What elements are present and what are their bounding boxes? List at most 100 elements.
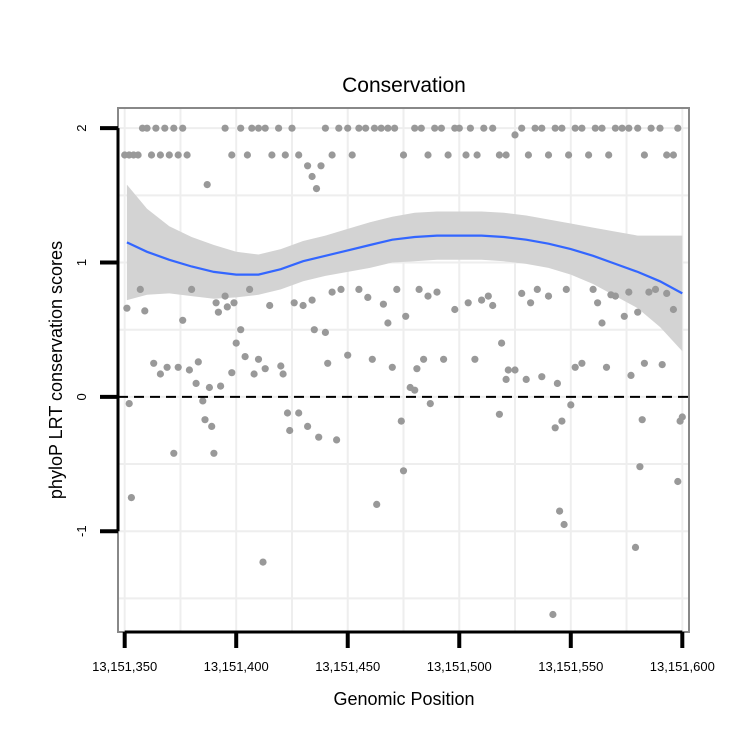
- data-point: [241, 353, 249, 361]
- data-point: [424, 292, 432, 300]
- data-point: [254, 355, 263, 363]
- data-point: [625, 124, 633, 132]
- data-point: [502, 151, 510, 159]
- data-point: [489, 301, 497, 310]
- data-point: [230, 299, 238, 307]
- data-point: [161, 124, 169, 132]
- data-point: [634, 124, 642, 132]
- data-point: [321, 328, 329, 336]
- data-point: [651, 285, 660, 293]
- data-point: [248, 124, 256, 132]
- data-point: [620, 312, 628, 320]
- data-point: [524, 151, 533, 159]
- data-point: [295, 151, 303, 159]
- data-point: [571, 363, 579, 371]
- data-point: [312, 185, 321, 193]
- data-point: [192, 379, 200, 387]
- data-point: [150, 359, 158, 367]
- data-point: [656, 124, 664, 132]
- data-point: [277, 362, 285, 370]
- data-point: [640, 359, 649, 367]
- data-point: [551, 124, 559, 132]
- y-tick-label: 1: [74, 259, 89, 266]
- data-point: [598, 124, 606, 132]
- data-point: [286, 426, 294, 435]
- data-point: [473, 151, 481, 159]
- data-point: [214, 308, 222, 316]
- data-point: [183, 151, 191, 159]
- data-point: [212, 299, 220, 307]
- data-point: [464, 299, 472, 307]
- data-point: [658, 361, 666, 369]
- y-tick-label: 2: [74, 125, 89, 132]
- data-point: [411, 124, 419, 132]
- data-point: [544, 151, 553, 159]
- data-point: [304, 422, 312, 430]
- data-point: [232, 339, 240, 347]
- data-point: [511, 366, 519, 374]
- data-point: [228, 151, 236, 159]
- data-point: [415, 285, 423, 293]
- data-point: [556, 507, 564, 515]
- confidence-ribbon: [126, 184, 683, 352]
- data-point: [553, 379, 562, 387]
- data-point: [156, 151, 164, 159]
- data-point: [310, 326, 318, 334]
- data-point: [431, 124, 439, 132]
- data-point: [437, 124, 445, 132]
- data-point: [321, 124, 329, 132]
- data-point: [527, 299, 535, 307]
- data-point: [246, 285, 254, 293]
- data-point: [134, 151, 142, 159]
- data-point: [478, 296, 486, 304]
- data-point: [188, 285, 196, 293]
- data-point: [348, 151, 356, 159]
- data-point: [283, 409, 292, 417]
- data-point: [549, 610, 557, 619]
- data-point: [585, 151, 593, 159]
- data-point: [199, 397, 207, 405]
- data-point: [344, 124, 352, 132]
- data-point: [290, 299, 298, 307]
- data-point: [640, 151, 649, 159]
- data-point: [259, 558, 267, 566]
- data-point: [170, 449, 178, 457]
- data-point: [328, 288, 336, 296]
- data-point: [538, 124, 546, 132]
- data-point: [308, 172, 316, 181]
- data-point: [411, 386, 419, 394]
- data-point: [611, 292, 620, 300]
- data-point: [674, 124, 682, 132]
- data-point: [495, 410, 503, 418]
- data-point: [179, 124, 187, 132]
- smooth-trend-line: [126, 234, 683, 295]
- data-point: [605, 151, 613, 159]
- data-point: [217, 382, 225, 390]
- data-point: [420, 355, 428, 363]
- data-point: [444, 151, 452, 159]
- data-point: [645, 288, 653, 296]
- data-point: [663, 289, 671, 297]
- x-tick-label: 13,151,500: [427, 659, 492, 674]
- axes: 13,151,350 13,151,400 13,151,450 13,151,500…: [74, 125, 715, 674]
- data-point: [562, 285, 570, 293]
- data-point: [288, 124, 296, 132]
- data-point: [674, 477, 682, 486]
- data-point: [384, 124, 392, 132]
- data-point: [205, 383, 213, 392]
- score-points: [121, 124, 686, 619]
- data-point: [136, 285, 144, 293]
- data-point: [333, 436, 341, 444]
- data-point: [560, 520, 568, 529]
- data-point: [228, 369, 236, 377]
- data-point: [210, 449, 218, 457]
- data-point: [279, 370, 287, 378]
- data-point: [538, 373, 546, 381]
- data-point: [544, 292, 553, 300]
- data-point: [208, 422, 216, 430]
- data-point: [261, 365, 269, 373]
- data-point: [379, 300, 387, 308]
- data-point: [337, 285, 345, 293]
- x-tick-label: 13,151,350: [92, 659, 157, 674]
